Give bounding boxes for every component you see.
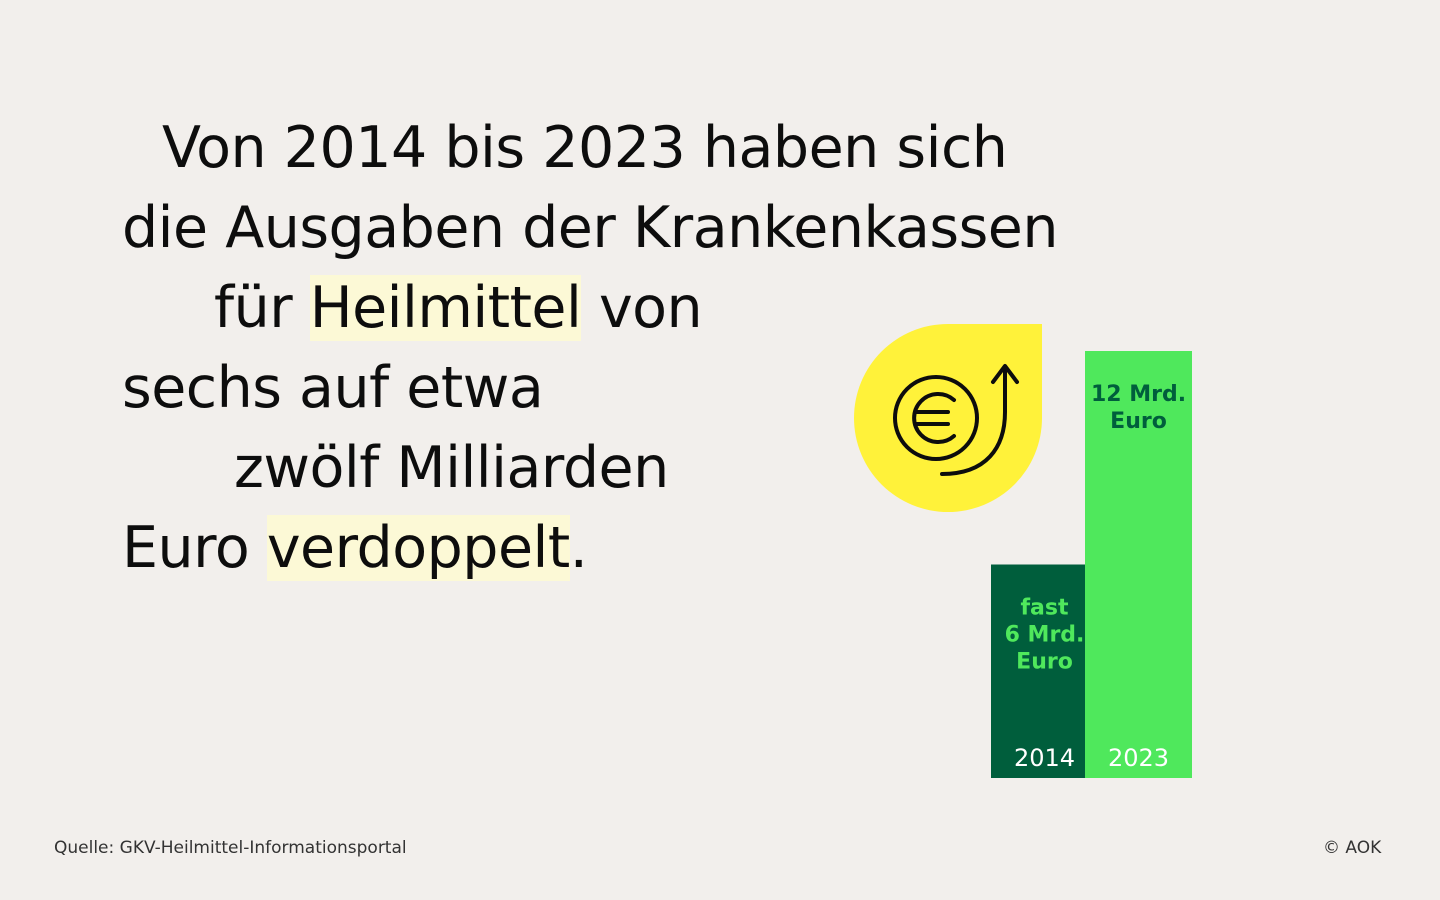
- headline-line-3-pre: für: [214, 275, 310, 341]
- headline-line-4: sechs auf etwa: [122, 355, 544, 421]
- bar-2014: [991, 564, 1098, 778]
- headline: Von 2014 bis 2023 haben sich die Ausgabe…: [122, 115, 1059, 588]
- data-label-2014: fast 6 Mrd. Euro: [1005, 596, 1085, 675]
- euro-rising-arrow-icon: [854, 324, 1042, 512]
- highlight-heilmittel: Heilmittel: [309, 275, 582, 341]
- source-note: Quelle: GKV-Heilmittel-Informationsporta…: [54, 838, 407, 858]
- category-label-2014: 2014: [1014, 744, 1075, 772]
- bar-group: fast 6 Mrd. Euro 2014 12 Mrd. Euro 2023: [991, 351, 1192, 778]
- headline-line-6-post: .: [569, 515, 588, 581]
- category-label-2023: 2023: [1108, 744, 1169, 772]
- headline-line-1: Von 2014 bis 2023 haben sich: [162, 115, 1008, 181]
- headline-line-3-post: von: [581, 275, 703, 341]
- highlight-verdoppelt: verdoppelt: [266, 515, 570, 581]
- headline-line-5: zwölf Milliarden: [234, 435, 669, 501]
- headline-line-2: die Ausgaben der Krankenkassen: [122, 195, 1059, 261]
- headline-line-6-pre: Euro: [122, 515, 267, 581]
- icon-badge: [854, 324, 1042, 512]
- headline-line-6: Euro verdoppelt.: [122, 508, 588, 588]
- headline-line-3: für Heilmittel von: [214, 268, 703, 348]
- data-label-2023: 12 Mrd. Euro: [1091, 382, 1186, 434]
- bar-2023: [1085, 351, 1192, 778]
- copyright: © AOK: [1323, 838, 1382, 858]
